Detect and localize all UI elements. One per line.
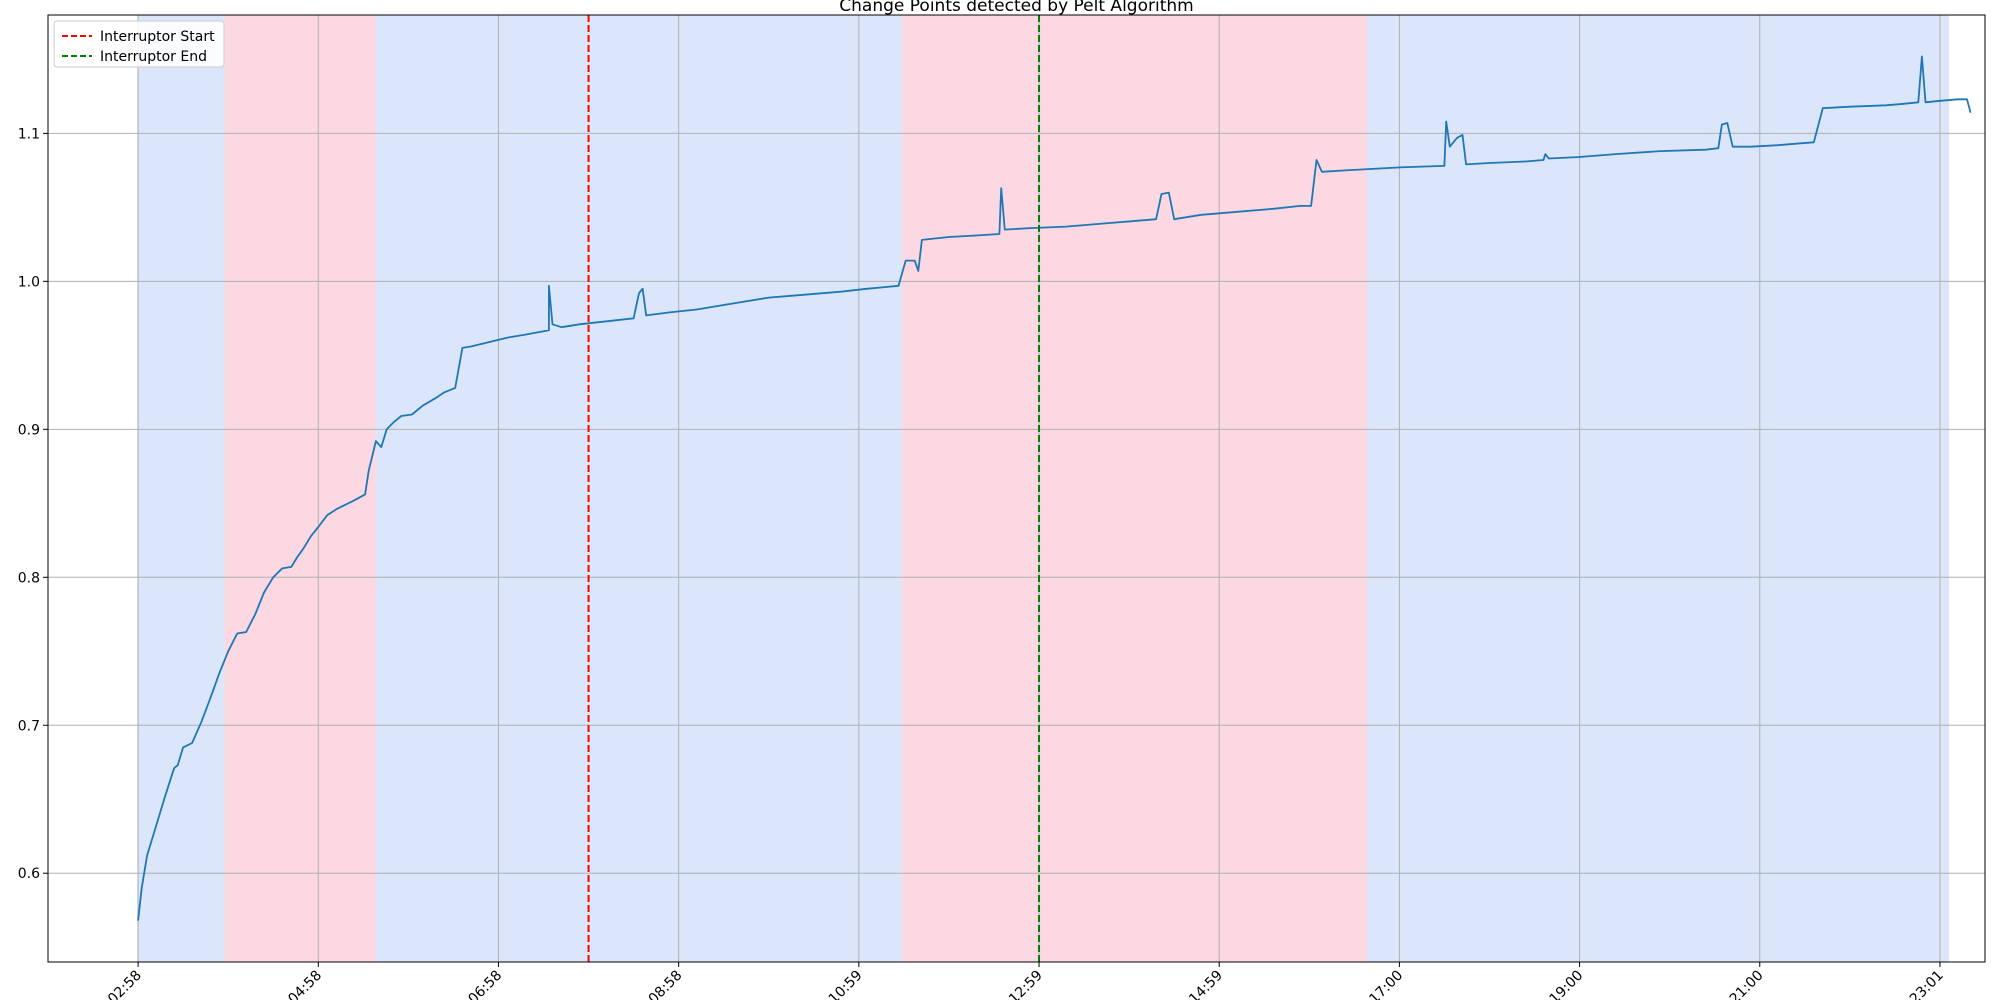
shaded-region-4 — [902, 15, 1367, 962]
x-tick-label-4: 10:59 — [826, 968, 866, 1000]
y-tick-label-3: 0.9 — [18, 422, 40, 438]
shaded-region-3 — [375, 15, 903, 962]
x-tick-label-10: 23:01 — [1907, 968, 1947, 1000]
shaded-region-5 — [1366, 15, 1949, 962]
legend-label-2: Interruptor End — [100, 49, 207, 65]
legend-label-1: Interruptor Start — [100, 29, 215, 45]
x-tick-label-2: 06:58 — [465, 968, 505, 1000]
series-line-1 — [137, 55, 1972, 921]
y-tick-label-2: 0.8 — [18, 570, 40, 586]
vertical-markers — [587, 15, 1041, 962]
legend-box — [53, 20, 225, 68]
legend: Interruptor Start Interruptor End — [53, 20, 225, 68]
shaded-region-2 — [224, 15, 376, 962]
plot-area-frame — [47, 14, 1986, 963]
series-layer — [137, 55, 1972, 921]
x-tick-label-8: 19:00 — [1547, 968, 1587, 1000]
x-tick-label-6: 14:59 — [1186, 968, 1226, 1000]
x-tick-label-1: 04:58 — [285, 968, 325, 1000]
x-tick-label-9: 21:00 — [1727, 968, 1767, 1000]
y-tick-label-0: 0.6 — [18, 866, 40, 882]
x-tick-label-0: 02:58 — [105, 968, 145, 1000]
x-tick-label-3: 08:58 — [646, 968, 686, 1000]
y-tick-label-1: 0.7 — [18, 718, 40, 734]
y-tick-label-4: 1.0 — [18, 274, 40, 290]
y-tick-label-5: 1.1 — [18, 126, 40, 142]
chart-title: Change Points detected by Pelt Algorithm — [839, 0, 1193, 16]
x-tick-label-7: 17:00 — [1366, 968, 1406, 1000]
shaded-regions — [137, 15, 1949, 962]
shaded-region-1 — [137, 15, 225, 962]
x-tick-label-5: 12:59 — [1006, 968, 1046, 1000]
